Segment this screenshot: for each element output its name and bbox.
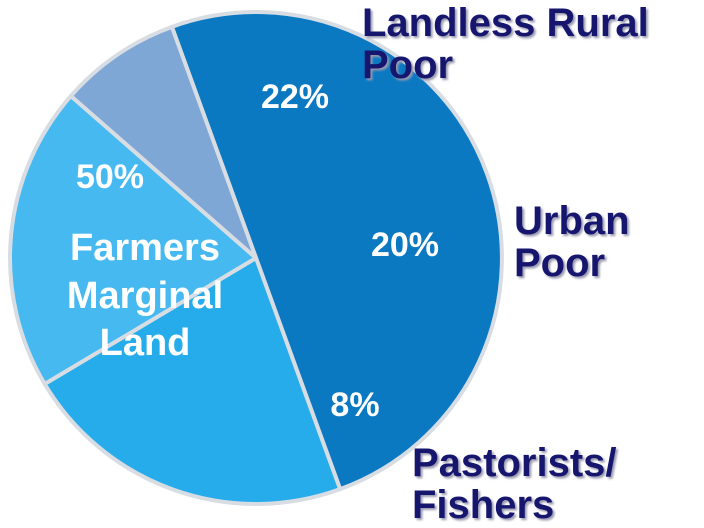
pie-slice bbox=[169, 10, 504, 492]
pie-slice bbox=[68, 24, 258, 260]
value-label: 50% bbox=[75, 158, 145, 196]
value-label: 22% bbox=[260, 78, 330, 116]
pie-slice bbox=[8, 93, 258, 386]
category-label: Pastorists/ Fishers bbox=[412, 441, 617, 527]
value-label: 8% bbox=[330, 386, 380, 424]
category-label: Urban Poor bbox=[514, 199, 630, 285]
value-label: 20% bbox=[370, 226, 440, 264]
category-label: Farmers Marginal Land bbox=[66, 227, 224, 364]
pie-slice bbox=[42, 256, 343, 506]
category-label: Landless Rural Poor bbox=[362, 1, 649, 87]
